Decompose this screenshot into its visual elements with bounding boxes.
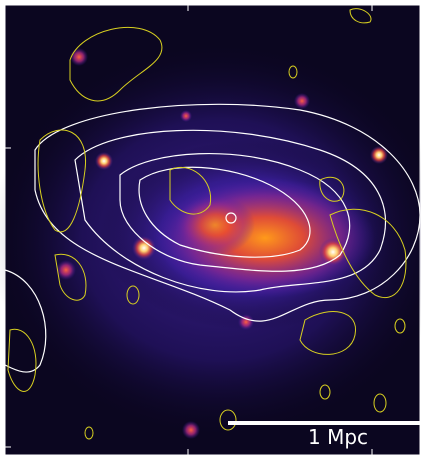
page: 1 Mpc (() => { const data = JSON.parse(d…: [0, 0, 421, 459]
point-source: [294, 93, 310, 109]
xray-emission: [0, 40, 421, 440]
point-source: [70, 48, 88, 66]
figure: 1 Mpc: [0, 0, 421, 459]
point-source: [319, 238, 347, 266]
scale-bar-label: 1 Mpc: [308, 425, 368, 449]
point-source: [95, 152, 113, 170]
cluster-subcore: [175, 195, 255, 255]
point-source: [182, 421, 200, 439]
point-source: [180, 110, 192, 122]
